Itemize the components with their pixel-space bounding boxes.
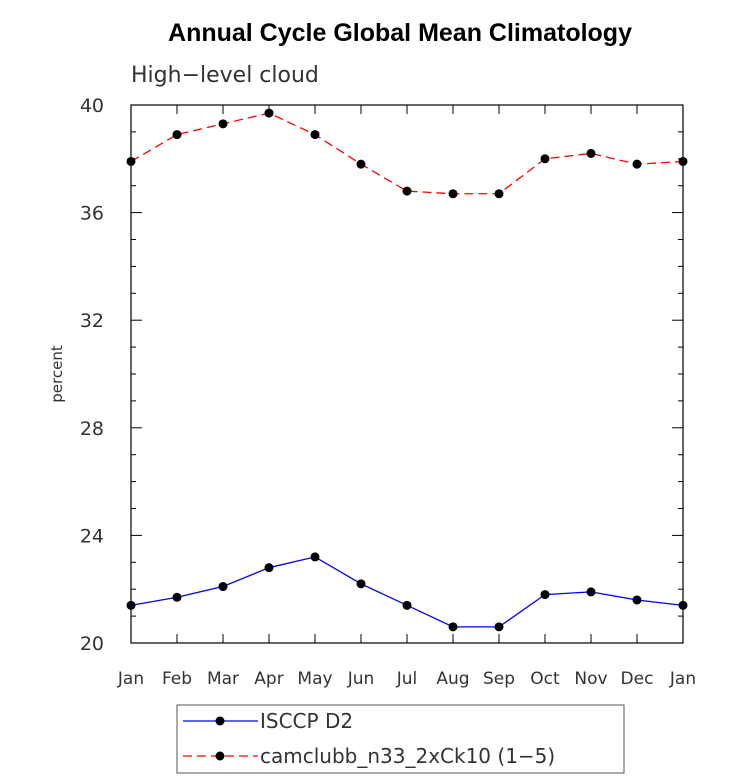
series-line-0 (130, 556, 684, 628)
series-0-point (632, 595, 642, 605)
series-0-point (586, 587, 596, 597)
series-0-point (494, 622, 504, 632)
series-0-point (448, 622, 458, 632)
series-1-point (494, 189, 504, 199)
series-1-point (632, 159, 642, 169)
series-1-point (264, 108, 274, 118)
plot-frame (130, 104, 684, 644)
plot-border (130, 104, 684, 644)
series-1-point (678, 156, 688, 166)
series-0-point (218, 582, 228, 592)
series-0-point (126, 600, 136, 610)
series-layer (126, 108, 688, 632)
y-tick-label: 20 (80, 633, 104, 655)
series-0-point (356, 579, 366, 589)
y-tick-label: 40 (80, 95, 104, 117)
series-1-point (402, 186, 412, 196)
x-tick-label: Feb (162, 669, 192, 689)
series-1-point (126, 156, 136, 166)
series-line-1 (130, 112, 684, 195)
legend-label-1: camclubb_n33_2xCk10 (1−5) (260, 744, 555, 768)
x-tick-label: Aug (436, 669, 469, 689)
legend: ISCCP D2 camclubb_n33_2xCk10 (1−5) (176, 704, 625, 774)
legend-swatch-marker-1 (215, 751, 225, 761)
legend-swatch-marker-0 (215, 716, 225, 726)
x-tick-label: Mar (207, 669, 239, 689)
series-0-point (540, 590, 550, 600)
series-1-point (540, 154, 550, 164)
legend-box (176, 704, 625, 774)
x-tick-label: May (297, 669, 332, 689)
series-0-point (678, 600, 688, 610)
y-tick-label: 28 (80, 418, 104, 440)
x-tick-label: Jul (396, 669, 418, 689)
y-tick-label: 24 (80, 525, 104, 547)
x-tick-label: Sep (483, 669, 515, 689)
x-tick-label: Oct (530, 669, 560, 689)
x-tick-label: Nov (574, 669, 607, 689)
x-tick-label: Jan (669, 669, 696, 689)
legend-entry-0: ISCCP D2 (183, 709, 353, 733)
x-tick-label: Jan (117, 669, 144, 689)
axis-ticks: Jan Feb Mar Apr May Jun Jul Aug Sep Oct Nov Dec Jan 2… (80, 95, 696, 689)
series-0-point (310, 552, 320, 562)
series-1-point (356, 159, 366, 169)
chart-subtitle: High−level cloud (131, 63, 319, 88)
series-0-point (402, 600, 412, 610)
series-1-point (448, 189, 458, 199)
y-axis-label: percent (48, 345, 66, 403)
x-tick-label: Apr (254, 669, 283, 689)
chart-title: Annual Cycle Global Mean Climatology (168, 19, 632, 47)
legend-entry-1: camclubb_n33_2xCk10 (1−5) (183, 744, 555, 768)
x-tick-label: Jun (347, 669, 375, 689)
y-tick-label: 32 (80, 310, 104, 332)
series-1-point (310, 130, 320, 140)
series-1-point (586, 148, 596, 158)
series-1-point (172, 130, 182, 140)
series-0-point (172, 592, 182, 602)
y-tick-label: 36 (80, 203, 104, 225)
series-1-point (218, 119, 228, 129)
series-0-point (264, 563, 274, 573)
legend-label-0: ISCCP D2 (260, 709, 353, 733)
x-tick-label: Dec (621, 669, 654, 689)
